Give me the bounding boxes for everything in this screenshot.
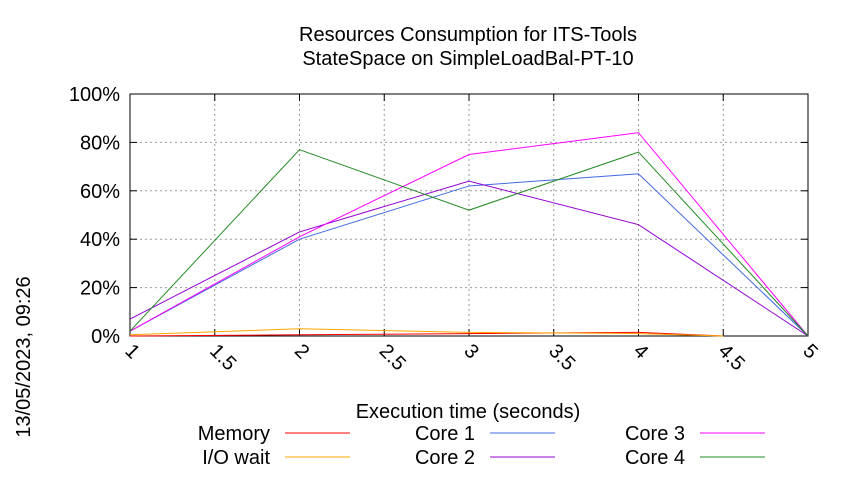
legend-label-i-o-wait: I/O wait [202, 447, 270, 469]
y-tick-label: 40% [80, 229, 120, 251]
y-tick-label: 20% [80, 278, 120, 300]
series-line-core-3 [129, 132, 809, 337]
series-line-core-4 [129, 149, 809, 337]
legend-label-core-4: Core 4 [625, 447, 685, 469]
timestamp-label: 13/05/2023, 09:26 [13, 276, 35, 437]
series-line-core-1 [129, 173, 809, 337]
legend-label-core-3: Core 3 [625, 423, 685, 445]
y-tick-label: 100% [69, 84, 120, 106]
x-tick-label: 3.5 [544, 340, 579, 375]
x-tick-label: 4 [629, 340, 652, 363]
series-lines [129, 132, 809, 337]
chart-title-line-1: Resources Consumption for ITS-Tools [299, 24, 637, 46]
chart-title-line-2: StateSpace on SimpleLoadBal-PT-10 [302, 48, 633, 70]
x-tick-label: 3 [459, 340, 482, 363]
y-tick-label: 0% [91, 326, 120, 348]
x-tick-label: 2 [290, 340, 313, 363]
legend-label-core-1: Core 1 [415, 423, 475, 445]
legend-label-memory: Memory [198, 423, 270, 445]
x-tick-label: 1.5 [205, 340, 240, 375]
legend-label-core-2: Core 2 [415, 447, 475, 469]
x-tick-label: 4.5 [714, 340, 749, 375]
y-tick-label: 60% [80, 181, 120, 203]
x-tick-label: 1 [120, 340, 143, 363]
series-line-core-2 [129, 180, 809, 337]
x-tick-label: 5 [798, 340, 821, 363]
y-tick-label: 80% [80, 132, 120, 154]
series-line-i-o-wait [129, 328, 724, 337]
grid [130, 94, 808, 336]
series-line-memory [129, 331, 724, 337]
x-axis-label: Execution time (seconds) [356, 401, 581, 423]
x-tick-label: 2.5 [375, 340, 410, 375]
